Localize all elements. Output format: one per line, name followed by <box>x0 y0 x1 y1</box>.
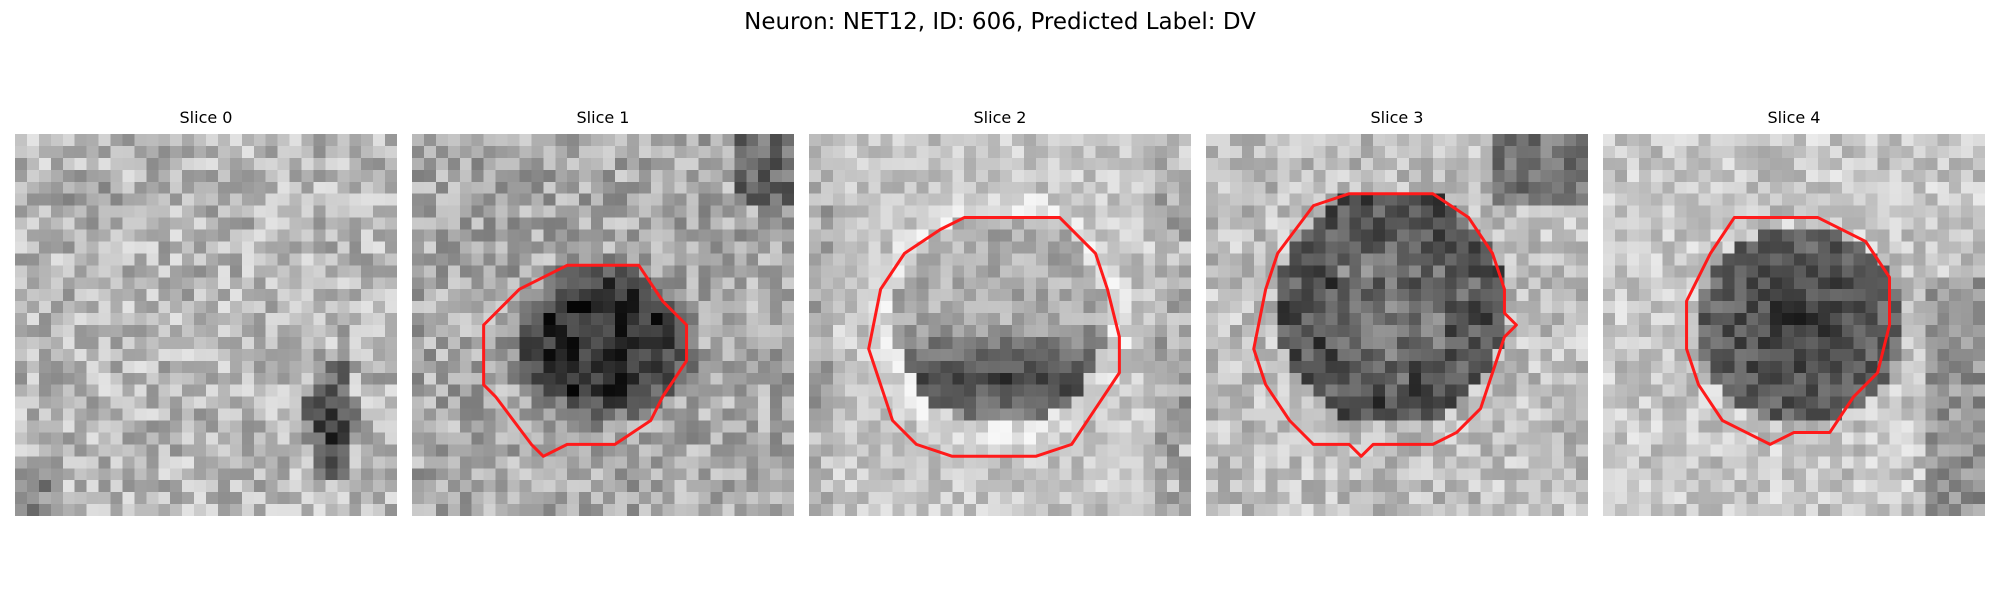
slice-panel-0: Slice 0 <box>15 108 397 516</box>
slice-panel-3: Slice 3 <box>1206 108 1588 516</box>
pixel-grid <box>809 134 1191 516</box>
slice-title-1: Slice 1 <box>576 108 630 127</box>
slice-image-2 <box>809 134 1191 516</box>
segmentation-contour <box>1685 216 1891 446</box>
segmentation-contour <box>482 263 689 458</box>
figure-title: Neuron: NET12, ID: 606, Predicted Label:… <box>744 9 1256 35</box>
pixel-grid <box>1206 134 1588 516</box>
slice-image-0 <box>15 134 397 516</box>
slice-image-3 <box>1206 134 1588 516</box>
slice-panel-2: Slice 2 <box>809 108 1191 516</box>
slice-panel-1: Slice 1 <box>412 108 794 516</box>
slice-title-2: Slice 2 <box>973 108 1027 127</box>
slice-panel-4: Slice 4 <box>1603 108 1985 516</box>
slice-title-4: Slice 4 <box>1767 108 1821 127</box>
pixel-grid <box>412 134 794 516</box>
slice-image-1 <box>412 134 794 516</box>
slice-title-0: Slice 0 <box>179 108 233 127</box>
segmentation-contour <box>1252 192 1518 458</box>
slice-title-3: Slice 3 <box>1370 108 1424 127</box>
slice-image-4 <box>1603 134 1985 516</box>
pixel-grid <box>1603 134 1985 516</box>
segmentation-contour <box>867 216 1121 458</box>
pixel-grid <box>15 134 397 516</box>
